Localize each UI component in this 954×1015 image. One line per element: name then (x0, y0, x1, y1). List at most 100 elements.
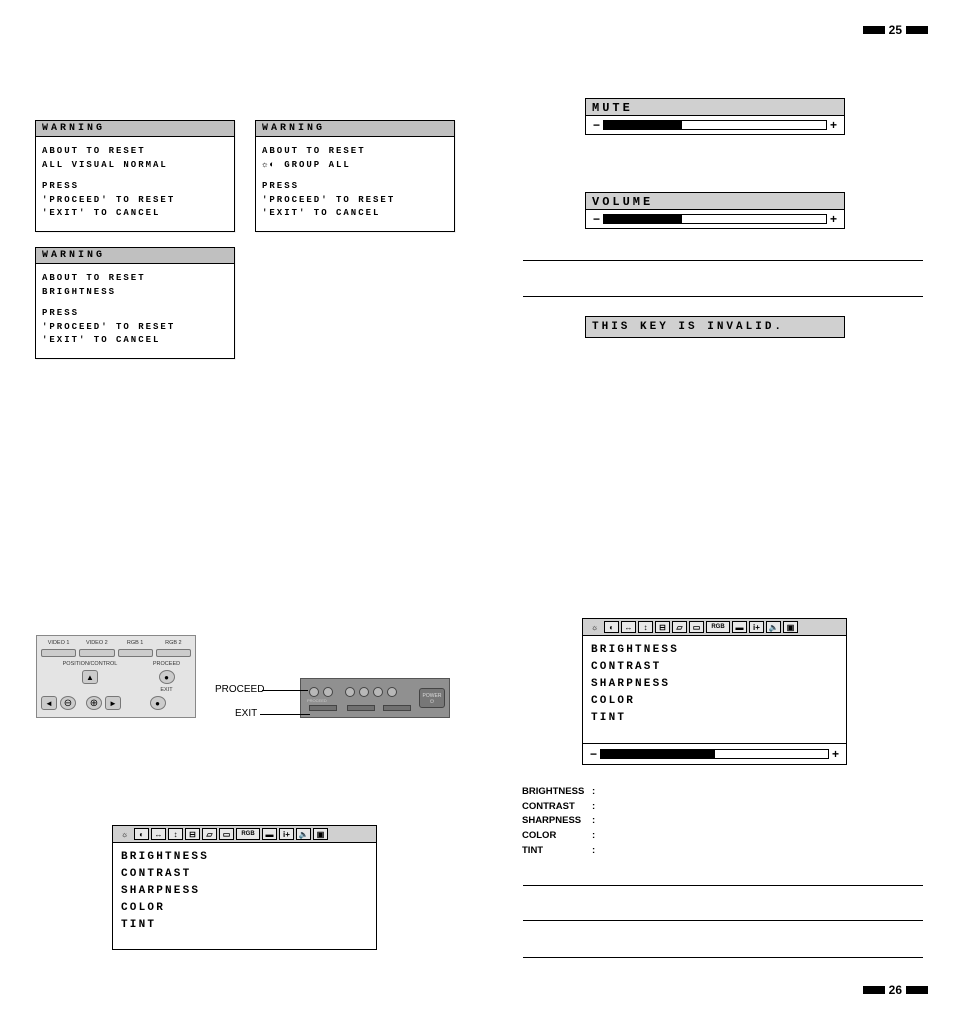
menu-value-bar: − + (583, 743, 846, 764)
control-panel: PROCEED POWER ⏻ (300, 678, 450, 718)
warning-title: WARNING (36, 121, 234, 137)
mute-label: MUTE (586, 99, 844, 115)
proceed-button[interactable]: ● (159, 670, 175, 684)
vpos-icon: ↕ (168, 828, 183, 840)
warning-title: WARNING (36, 248, 234, 264)
mute-bar: − + (586, 115, 844, 134)
mute-osd: MUTE − + (585, 98, 845, 135)
size-icon: ⊟ (655, 621, 670, 633)
panel-exit-button[interactable] (309, 705, 337, 711)
contrast-icon: ◐ (604, 621, 619, 633)
keystone-icon: ▱ (202, 828, 217, 840)
warning-box-brightness: WARNING ABOUT TO RESET BRIGHTNESS PRESS … (35, 247, 235, 359)
info-icon: i+ (749, 621, 764, 633)
screen-icon: ▬ (732, 621, 747, 633)
brightness-icon: ☼ (587, 621, 602, 633)
hpos-icon: ↔ (151, 828, 166, 840)
page-number-bottom: 26 (863, 982, 928, 997)
menu-items: BRIGHTNESS CONTRAST SHARPNESS COLOR TINT (583, 636, 846, 743)
invalid-key-text: THIS KEY IS INVALID. (592, 321, 784, 333)
panel-slot[interactable] (347, 705, 375, 711)
callout-line (262, 690, 308, 691)
invalid-key-osd: THIS KEY IS INVALID. (585, 316, 845, 338)
divider (523, 957, 923, 958)
info-icon: i+ (279, 828, 294, 840)
up-button[interactable]: ▲ (82, 670, 98, 684)
rgb-icon: RGB (236, 828, 260, 840)
rgb1-button[interactable] (118, 649, 153, 657)
menu-iconbar: ☼ ◐ ↔ ↕ ⊟ ▱ ▭ RGB ▬ i+ 🔈 ▣ (113, 826, 376, 843)
volume-bar: − + (586, 209, 844, 228)
panel-button[interactable] (323, 687, 333, 697)
mute-track (603, 120, 827, 130)
screen-icon: ▬ (262, 828, 277, 840)
menu-item-sharpness: SHARPNESS (591, 676, 838, 693)
menu-item-tint: TINT (121, 917, 368, 934)
right-button[interactable]: ► (105, 696, 121, 710)
warning-body: ABOUT TO RESET ALL VISUAL NORMAL PRESS '… (36, 137, 234, 231)
divider (523, 260, 923, 261)
panel-button[interactable] (387, 687, 397, 697)
minus-icon: − (590, 212, 603, 226)
display-icon: ▣ (313, 828, 328, 840)
video2-button[interactable] (79, 649, 114, 657)
minus-icon: − (587, 747, 600, 761)
left-button[interactable]: ◄ (41, 696, 57, 710)
audio-icon: 🔈 (766, 621, 781, 633)
mute-fill (604, 121, 682, 129)
contrast-icon: ◐ (134, 828, 149, 840)
panel-proceed-button[interactable] (309, 687, 319, 697)
keystone-icon: ▱ (672, 621, 687, 633)
rgb2-button[interactable] (156, 649, 191, 657)
plus-icon: + (827, 118, 840, 132)
panel-slot[interactable] (383, 705, 411, 711)
volume-fill (604, 215, 682, 223)
volume-track (603, 214, 827, 224)
warning-box-group-all: WARNING ABOUT TO RESET ☼◐ GROUP ALL PRES… (255, 120, 455, 232)
remote-control: VIDEO 1 VIDEO 2 RGB 1 RGB 2 POSITION/CON… (36, 635, 196, 718)
menu-iconbar: ☼ ◐ ↔ ↕ ⊟ ▱ ▭ RGB ▬ i+ 🔈 ▣ (583, 619, 846, 636)
definition-list: BRIGHTNESS: CONTRAST: SHARPNESS: COLOR: … (522, 785, 602, 859)
panel-button[interactable] (373, 687, 383, 697)
callout-exit: EXIT (235, 708, 257, 719)
visual-menu-osd: ☼ ◐ ↔ ↕ ⊟ ▱ ▭ RGB ▬ i+ 🔈 ▣ BRIGHTNESS CO… (112, 825, 377, 950)
display-icon: ▣ (783, 621, 798, 633)
volume-osd: VOLUME − + (585, 192, 845, 229)
exit-button[interactable]: ● (150, 696, 166, 710)
shape-icon: ▭ (219, 828, 234, 840)
page-number-top: 25 (863, 22, 928, 37)
video1-button[interactable] (41, 649, 76, 657)
divider (523, 296, 923, 297)
minus-button[interactable]: ⊖ (60, 696, 76, 710)
hpos-icon: ↔ (621, 621, 636, 633)
menu-item-contrast: CONTRAST (591, 659, 838, 676)
divider (523, 885, 923, 886)
callout-line (260, 714, 310, 715)
menu-fill (601, 750, 714, 758)
divider (523, 920, 923, 921)
power-button[interactable]: POWER ⏻ (419, 688, 445, 708)
menu-item-brightness: BRIGHTNESS (121, 849, 368, 866)
plus-icon: + (827, 212, 840, 226)
warning-body: ABOUT TO RESET ☼◐ GROUP ALL PRESS 'PROCE… (256, 137, 454, 231)
shape-icon: ▭ (689, 621, 704, 633)
volume-label: VOLUME (586, 193, 844, 209)
size-icon: ⊟ (185, 828, 200, 840)
warning-body: ABOUT TO RESET BRIGHTNESS PRESS 'PROCEED… (36, 264, 234, 358)
vpos-icon: ↕ (638, 621, 653, 633)
panel-button[interactable] (345, 687, 355, 697)
menu-item-contrast: CONTRAST (121, 866, 368, 883)
plus-icon: + (829, 747, 842, 761)
menu-item-color: COLOR (121, 900, 368, 917)
panel-button[interactable] (359, 687, 369, 697)
rgb-icon: RGB (706, 621, 730, 633)
callout-proceed: PROCEED (215, 684, 264, 695)
plus-button[interactable]: ⊕ (86, 696, 102, 710)
visual-menu-osd-with-bar: ☼ ◐ ↔ ↕ ⊟ ▱ ▭ RGB ▬ i+ 🔈 ▣ BRIGHTNESS CO… (582, 618, 847, 765)
menu-items: BRIGHTNESS CONTRAST SHARPNESS COLOR TINT (113, 843, 376, 944)
audio-icon: 🔈 (296, 828, 311, 840)
menu-item-brightness: BRIGHTNESS (591, 642, 838, 659)
brightness-icon: ☼ (117, 828, 132, 840)
minus-icon: − (590, 118, 603, 132)
menu-item-sharpness: SHARPNESS (121, 883, 368, 900)
